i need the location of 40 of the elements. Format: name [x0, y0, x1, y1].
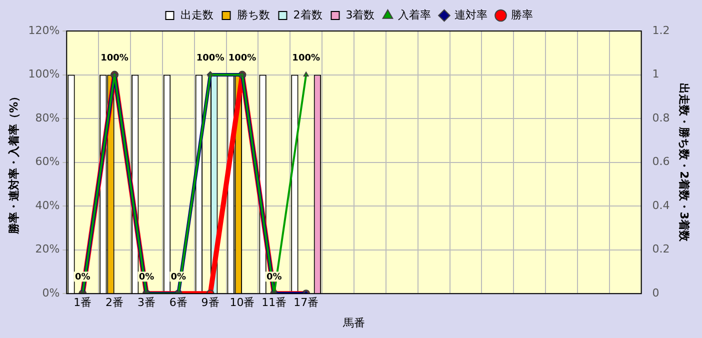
y-tick-label: 120% — [28, 24, 60, 37]
y-tick-label: 40% — [35, 198, 60, 212]
data-label: 100% — [196, 54, 224, 64]
data-label: 0% — [74, 272, 90, 282]
x-tick-label: 6番 — [169, 296, 188, 310]
y2-tick-label: 0.6 — [652, 155, 670, 168]
y-tick-label: 0% — [42, 286, 60, 300]
y-tick-label: 100% — [28, 68, 60, 81]
x-tick-label: 17番 — [294, 296, 319, 310]
y-tick-label: 60% — [35, 155, 60, 168]
legend-label: 3着数 — [346, 8, 375, 22]
data-label: 100% — [100, 54, 128, 64]
y2-tick-label: 0.2 — [652, 242, 670, 256]
data-label: 0% — [266, 272, 282, 282]
legend-label: 2着数 — [293, 8, 322, 22]
y-tick-label: 20% — [35, 242, 60, 256]
x-tick-label: 9番 — [201, 296, 220, 310]
x-tick-label: 1番 — [74, 296, 92, 310]
y2-tick-label: 0.4 — [652, 198, 670, 212]
data-label: 100% — [292, 54, 320, 64]
x-tick-label: 11番 — [262, 296, 287, 310]
x-tick-label: 3番 — [137, 296, 156, 310]
data-label: 0% — [138, 272, 154, 282]
y-axis-title: 勝率・連対率・入着率（%） — [7, 90, 20, 235]
y2-axis-title: 出走数・勝ち数・2着数・3着数 — [678, 83, 691, 242]
legend-label: 連対率 — [454, 8, 488, 22]
data-label: 0% — [170, 272, 186, 282]
x-tick-label: 2番 — [106, 296, 124, 310]
y-tick-label: 80% — [35, 111, 60, 124]
y2-tick-label: 1.2 — [652, 24, 670, 37]
y2-tick-label: 0.8 — [652, 111, 670, 124]
data-label: 100% — [228, 54, 256, 64]
y2-tick-label: 1 — [652, 68, 660, 81]
x-tick-label: 10番 — [230, 296, 255, 310]
y2-tick-label: 0 — [652, 286, 660, 300]
x-axis-title: 馬番 — [342, 316, 365, 330]
legend-label: 出走数 — [180, 8, 214, 22]
legend-label: 入着率 — [398, 8, 432, 22]
legend-label: 勝率 — [511, 8, 534, 22]
legend-label: 勝ち数 — [236, 8, 270, 22]
